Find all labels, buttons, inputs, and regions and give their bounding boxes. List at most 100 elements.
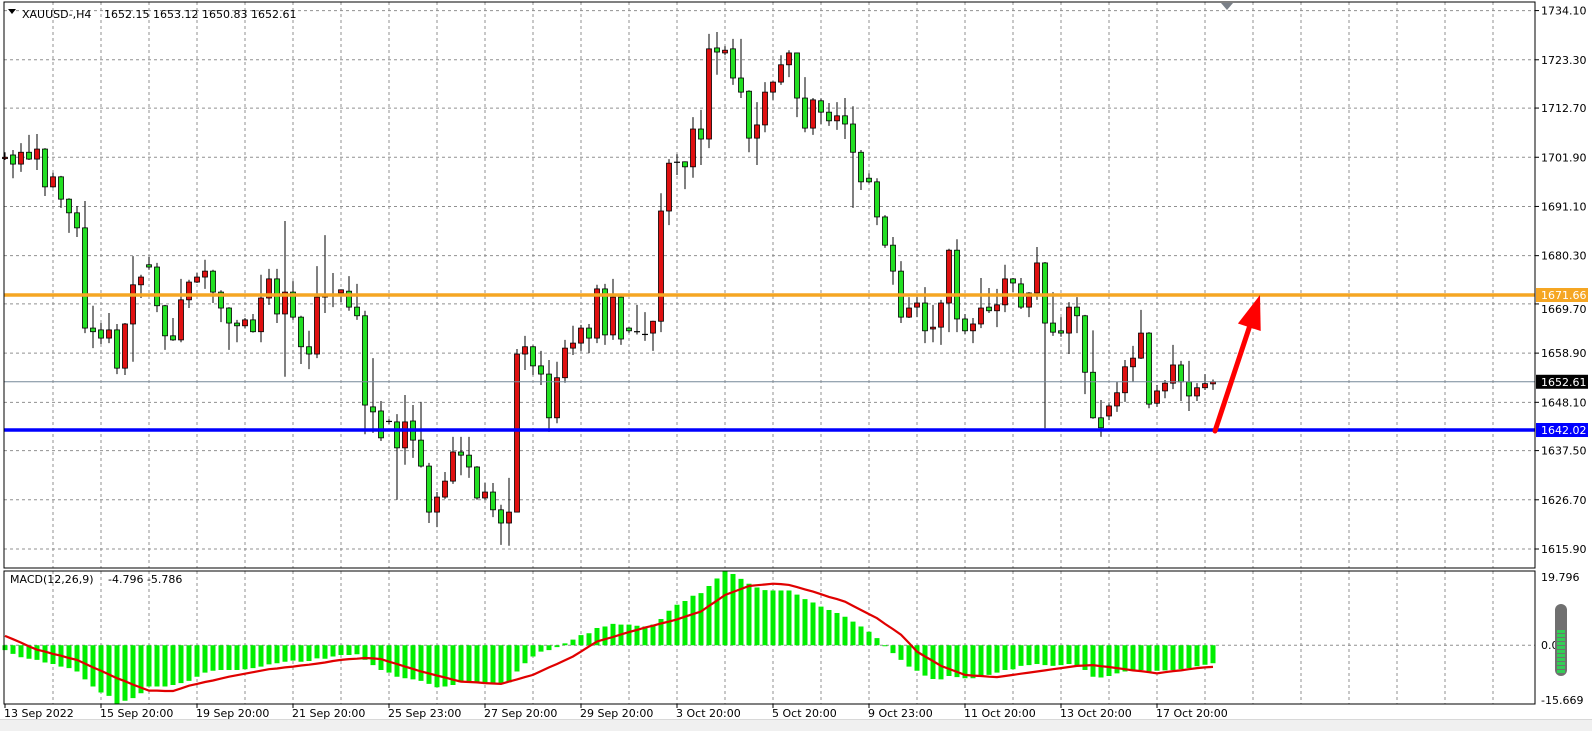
macd-label: MACD(12,26,9) xyxy=(10,573,94,586)
candle-body xyxy=(18,151,24,165)
candle-body xyxy=(482,491,488,499)
time-axis: 13 Sep 2022 15 Sep 20:00 19 Sep 20:00 21 Se… xyxy=(4,704,1228,720)
candle-body xyxy=(378,410,384,439)
candle-body xyxy=(290,291,296,318)
candle-body xyxy=(890,244,896,272)
candle-body xyxy=(1130,357,1136,368)
candle-body xyxy=(546,373,552,419)
bullish-candle xyxy=(130,256,136,362)
macd-histogram-bar xyxy=(170,645,176,685)
macd-histogram-bar xyxy=(986,645,992,675)
bearish-candle xyxy=(162,304,168,350)
candle-body xyxy=(554,377,560,419)
price-axis: 1734.10 1723.30 1712.70 1701.90 1691.10 1680.… xyxy=(1535,5,1588,707)
macd-histogram-bar xyxy=(738,578,744,646)
bullish-candle xyxy=(722,46,728,56)
candle-body xyxy=(170,335,176,341)
gauge-segment xyxy=(1557,666,1565,669)
bearish-candle xyxy=(354,283,360,320)
macd-histogram-bar xyxy=(2,645,8,651)
macd-histogram-bar xyxy=(858,626,864,646)
price-tick-label: 1637.50 xyxy=(1541,445,1587,458)
macd-histogram-bar xyxy=(298,645,304,662)
triangle-down-icon[interactable] xyxy=(8,9,16,14)
bullish-candle xyxy=(266,268,272,305)
gauge-segment xyxy=(1557,646,1565,649)
bearish-candle xyxy=(738,38,744,99)
candle-body xyxy=(242,319,248,327)
bearish-candle xyxy=(154,262,160,313)
bullish-candle xyxy=(34,134,40,171)
macd-histogram-bar xyxy=(866,631,872,646)
macd-histogram-bar xyxy=(354,645,360,655)
candle-body xyxy=(474,466,480,499)
candle-body xyxy=(394,421,400,449)
candle-body xyxy=(818,100,824,113)
macd-histogram-bar xyxy=(1114,645,1120,674)
candle-body xyxy=(10,154,16,165)
candle-body xyxy=(978,307,984,325)
candle-body xyxy=(866,177,872,183)
macd-histogram-bar xyxy=(682,600,688,646)
chart-shift-marker-icon[interactable] xyxy=(1221,3,1233,10)
bullish-candle xyxy=(674,154,680,176)
candle-body xyxy=(1050,322,1056,333)
macd-histogram-bar xyxy=(882,645,888,647)
candle-body xyxy=(730,48,736,79)
macd-histogram-bar xyxy=(690,595,696,646)
bullish-candle xyxy=(1138,309,1144,360)
macd-histogram-bar xyxy=(226,645,232,670)
candle-body xyxy=(442,480,448,498)
macd-histogram-bar xyxy=(666,610,672,646)
macd-histogram-bar xyxy=(706,585,712,646)
bullish-candle xyxy=(1002,264,1008,313)
bearish-candle xyxy=(890,236,896,285)
candle-body xyxy=(922,302,928,332)
candle-body xyxy=(82,227,88,329)
candle-body xyxy=(458,451,464,456)
macd-histogram-bar xyxy=(1138,645,1144,670)
candle-body xyxy=(826,111,832,122)
bearish-candle xyxy=(530,345,536,375)
bearish-candle xyxy=(1082,314,1088,395)
candle-body xyxy=(690,128,696,168)
price-tick-label: 1734.10 xyxy=(1541,5,1587,18)
candle-body xyxy=(706,48,712,140)
candle-body xyxy=(1122,366,1128,394)
macd-histogram-bar xyxy=(410,645,416,680)
bullish-candle xyxy=(314,266,320,359)
bearish-candle xyxy=(58,175,64,208)
macd-histogram-bar xyxy=(474,645,480,682)
candle-body xyxy=(186,281,192,301)
macd-histogram-bar xyxy=(1146,645,1152,672)
macd-histogram-bar xyxy=(466,645,472,682)
macd-histogram-bar xyxy=(282,645,288,662)
macd-histogram-bar xyxy=(522,645,528,664)
macd-histogram-bar xyxy=(114,645,120,704)
macd-histogram-bar xyxy=(1018,645,1024,666)
gauge-segment xyxy=(1557,670,1565,673)
macd-histogram-bar xyxy=(162,645,168,687)
candle-body xyxy=(1106,405,1112,417)
candle-body xyxy=(498,509,504,524)
red-arrow-annotation[interactable] xyxy=(1212,295,1261,434)
macd-pane xyxy=(2,571,1535,704)
candle-body xyxy=(490,491,496,511)
candle-body xyxy=(514,353,520,513)
bearish-candle xyxy=(682,161,688,190)
support-price-tag xyxy=(1536,423,1588,438)
grid-lines xyxy=(4,2,1535,704)
candle-body xyxy=(202,270,208,278)
candle-body xyxy=(298,316,304,348)
bullish-candle xyxy=(810,98,816,135)
bearish-candle xyxy=(290,281,296,320)
bearish-candle xyxy=(474,466,480,500)
bearish-candle xyxy=(82,200,88,334)
bearish-candle xyxy=(418,401,424,468)
bearish-candle xyxy=(746,90,752,153)
candle-body xyxy=(938,302,944,328)
time-tick-label: 9 Oct 23:00 xyxy=(868,707,933,720)
candle-body xyxy=(786,52,792,66)
bullish-candle xyxy=(522,335,528,370)
